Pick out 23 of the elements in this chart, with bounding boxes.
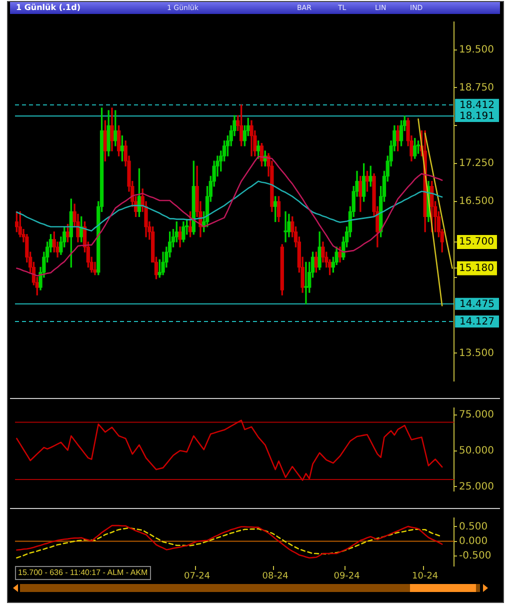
y-tick-label: 15.700 — [459, 236, 494, 248]
y-tick-label: -0.500 — [459, 550, 492, 562]
y-tick-label: 18.750 — [459, 82, 494, 94]
y-tick-label: 19.500 — [459, 44, 494, 56]
y-tick-label: 15.180 — [459, 262, 494, 274]
y-tick-label: 17.250 — [459, 158, 494, 170]
text: 15.700 - 636 - 11:40:17 - ALM - AKM — [15, 566, 151, 580]
chart-title: 1 Günlük (.1d) — [16, 2, 80, 14]
ref-line-label: 14.475 — [460, 298, 494, 310]
x-tick-label: 09-24 — [334, 572, 360, 582]
y-tick-label: 75.000 — [459, 410, 494, 421]
ref-line-label: 18.191 — [460, 111, 494, 122]
y-tick-label: 0.500 — [459, 521, 488, 532]
y-tick-label: 0.000 — [459, 536, 488, 547]
y-tick-label: 13.500 — [459, 348, 494, 359]
ref-line-label: 14.127 — [460, 316, 494, 328]
x-tick-label: 08-24 — [262, 572, 289, 582]
ref-line-label: 18.412 — [460, 100, 494, 111]
x-tick-label: 07-24 — [184, 572, 210, 582]
y-tick-label: 16.500 — [459, 196, 494, 208]
x-tick-label: 10-24 — [412, 572, 438, 582]
y-tick-label: 25.000 — [459, 481, 494, 492]
y-tick-label: 50.000 — [459, 446, 494, 457]
